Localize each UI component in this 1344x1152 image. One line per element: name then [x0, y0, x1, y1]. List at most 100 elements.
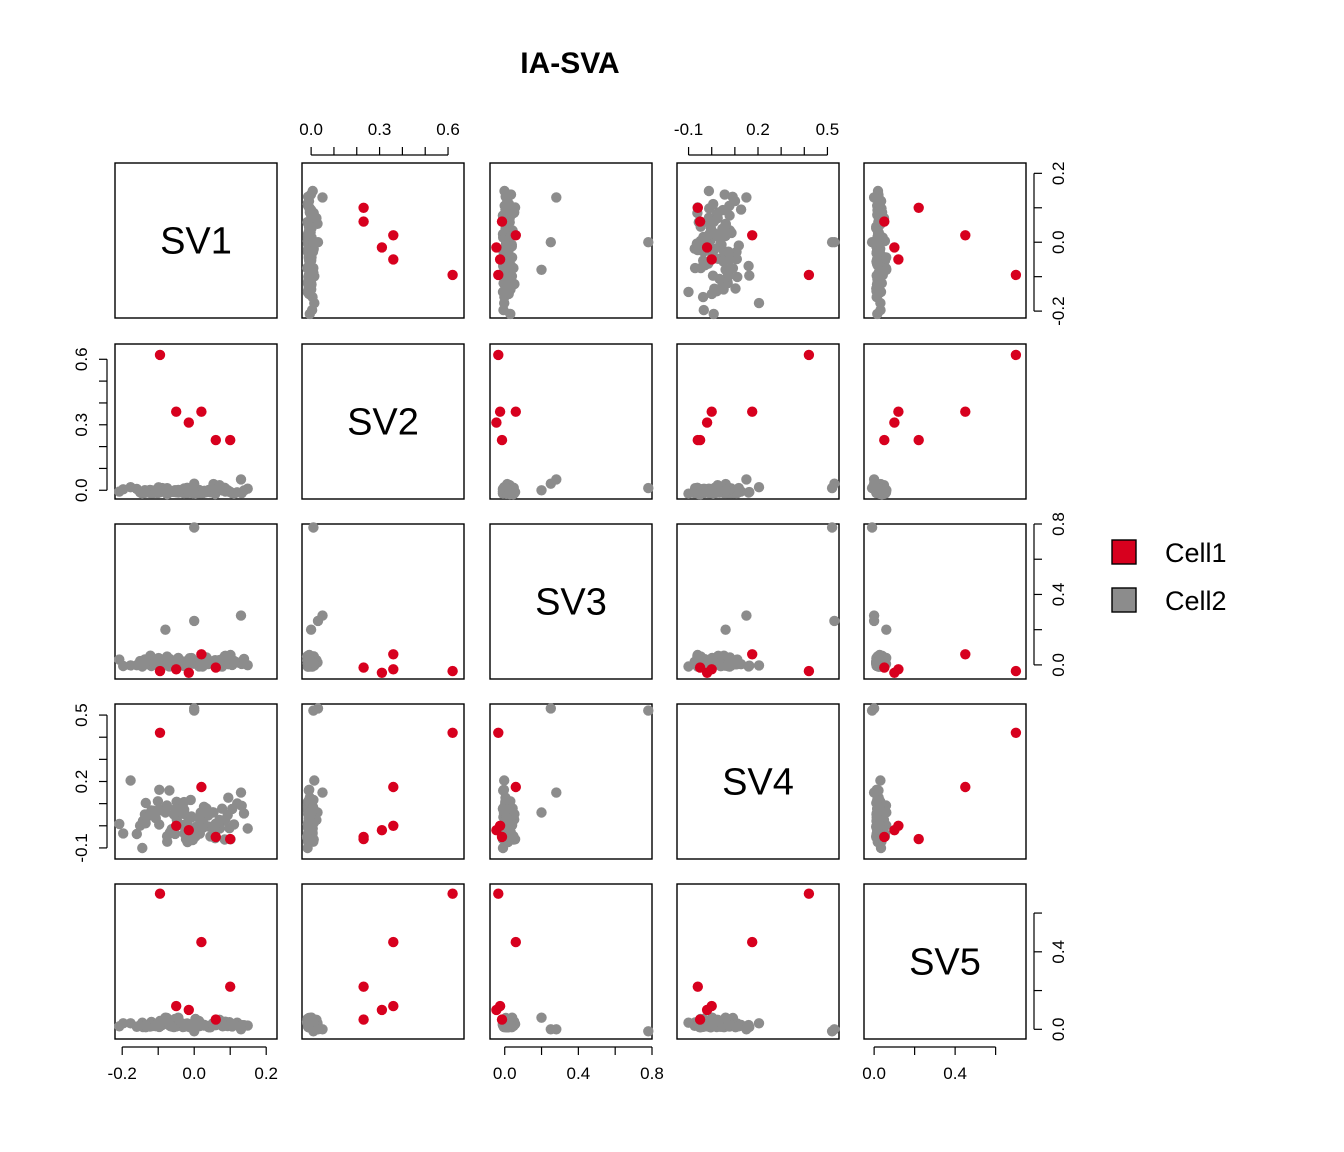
point-Cell2-SV1-SV5-58 — [871, 291, 882, 303]
axis-bottom-SV1: -0.2 0.0 0.2 — [108, 1046, 278, 1083]
point-Cell1-SV1-SV2-4 — [376, 242, 388, 253]
legend-swatch-Cell2 — [1111, 587, 1137, 613]
point-Cell2-SV5-SV4-91 — [741, 1024, 752, 1035]
tick-label: 0.4 — [1049, 583, 1068, 607]
point-Cell2-SV1-SV5-92 — [868, 237, 880, 248]
tick-label: 0.0 — [299, 120, 323, 139]
point-Cell2-SV5-SV1-36 — [118, 1018, 129, 1029]
point-Cell2-SV2-SV1-30 — [242, 483, 253, 494]
axis-left-SV4: -0.1 0.2 0.5 — [72, 703, 108, 863]
point-Cell2-SV3-SV1-92 — [189, 615, 200, 627]
point-Cell2-SV3-SV4-90 — [826, 522, 838, 533]
point-Cell1-SV4-SV2-5 — [358, 831, 369, 843]
point-Cell2-SV1-SV4-11 — [724, 200, 735, 211]
point-Cell2-SV1-SV2-86 — [303, 273, 314, 285]
point-Cell1-SV1-SV3-3 — [494, 254, 506, 265]
point-Cell1-SV4-SV1-5 — [210, 831, 221, 843]
point-Cell2-SV5-SV2-93 — [305, 1012, 317, 1023]
point-Cell1-SV1-SV5-4 — [889, 242, 900, 253]
point-Cell2-SV4-SV1-21 — [137, 842, 148, 854]
point-Cell1-SV5-SV3-0 — [493, 888, 504, 899]
axis-right-SV1: -0.2 0.0 0.2 — [1033, 162, 1068, 326]
point-Cell2-SV2-SV3-89 — [503, 488, 515, 499]
point-Cell2-SV1-SV2-89 — [302, 198, 313, 210]
series-Cell1 — [154, 202, 1022, 1025]
panel-SV4-SV2 — [301, 703, 465, 860]
point-Cell1-SV1-SV4-1 — [747, 230, 758, 241]
point-Cell2-SV4-SV2-53 — [309, 775, 320, 786]
point-Cell2-SV1-SV4-81 — [733, 240, 744, 251]
point-Cell2-SV1-SV3-90 — [643, 237, 654, 248]
tick-label: -0.1 — [674, 120, 703, 139]
point-Cell2-SV3-SV2-92 — [312, 615, 324, 627]
axis-right-SV3: 0.0 0.4 0.8 — [1033, 512, 1068, 677]
tick-label: 0.0 — [1049, 1017, 1068, 1041]
tick-label: -0.2 — [108, 1064, 137, 1083]
tick-label: 0.2 — [72, 770, 91, 794]
point-Cell1-SV1-SV2-2 — [358, 202, 369, 213]
point-Cell2-SV1-SV4-53 — [753, 297, 765, 309]
point-Cell2-SV1-SV3-91 — [551, 192, 562, 203]
diagonal-label-SV2: SV2 — [347, 402, 419, 444]
point-Cell1-SV5-SV4-4 — [701, 1004, 713, 1016]
point-Cell2-SV2-SV4-93 — [720, 485, 731, 496]
legend: Cell1 Cell2 — [1111, 538, 1227, 616]
point-Cell2-SV5-SV4-53 — [753, 1018, 765, 1029]
point-Cell2-SV2-SV3-90 — [643, 482, 654, 494]
panel-SV3-SV5 — [863, 523, 1027, 680]
point-Cell1-SV3-SV2-0 — [447, 665, 458, 677]
point-Cell2-SV4-SV1-91 — [235, 787, 247, 798]
point-Cell1-SV3-SV5-4 — [889, 667, 900, 678]
panel-SV1-SV1 — [114, 162, 278, 319]
point-Cell2-SV4-SV1-93 — [160, 807, 171, 818]
point-Cell2-SV4-SV2-92 — [312, 703, 324, 714]
point-Cell1-SV2-SV3-4 — [491, 417, 502, 428]
point-Cell2-SV4-SV1-58 — [131, 828, 142, 840]
point-Cell2-SV5-SV1-85 — [140, 1020, 151, 1031]
point-Cell2-SV1-SV3-89 — [503, 198, 515, 210]
panel-SV3-SV3 — [489, 523, 653, 680]
point-Cell2-SV4-SV1-84 — [194, 814, 206, 826]
point-Cell1-SV2-SV5-0 — [1010, 349, 1022, 361]
point-Cell2-SV1-SV5-87 — [873, 246, 884, 257]
point-Cell2-SV1-SV4-86 — [714, 273, 725, 285]
point-Cell2-SV2-SV4-53 — [753, 482, 765, 493]
point-Cell1-SV2-SV3-3 — [494, 406, 506, 417]
point-Cell2-SV4-SV2-76 — [302, 833, 313, 844]
point-Cell1-SV4-SV1-0 — [154, 727, 166, 738]
point-Cell2-SV5-SV3-92 — [545, 1024, 556, 1035]
point-Cell1-SV5-SV3-1 — [510, 936, 521, 948]
point-Cell1-SV2-SV1-0 — [154, 349, 166, 361]
point-Cell1-SV1-SV5-0 — [1010, 269, 1022, 281]
point-Cell1-SV3-SV1-5 — [210, 662, 221, 673]
point-Cell1-SV2-SV4-1 — [747, 406, 758, 417]
axis-left-SV2: 0.0 0.3 0.6 — [72, 347, 108, 502]
point-Cell1-SV5-SV1-5 — [210, 1014, 221, 1025]
point-Cell2-SV2-SV1-92 — [189, 478, 200, 489]
point-Cell2-SV5-SV1-93 — [160, 1012, 171, 1023]
point-Cell2-SV5-SV1-78 — [173, 1012, 184, 1023]
point-Cell2-SV5-SV4-92 — [829, 1024, 840, 1035]
point-Cell2-SV4-SV2-91 — [317, 787, 328, 798]
point-Cell1-SV1-SV4-2 — [692, 202, 703, 213]
point-Cell2-SV3-SV1-90 — [189, 522, 200, 533]
panel-SV4-SV4 — [676, 703, 840, 860]
point-Cell2-SV1-SV3-87 — [500, 246, 512, 257]
point-Cell2-SV4-SV3-81 — [501, 794, 512, 806]
point-Cell2-SV3-SV1-89 — [228, 655, 240, 667]
point-Cell2-SV1-SV4-22 — [735, 204, 747, 215]
point-Cell2-SV4-SV3-76 — [504, 833, 515, 844]
point-Cell1-SV5-SV2-1 — [388, 936, 399, 948]
point-Cell2-SV2-SV1-87 — [179, 483, 190, 494]
point-Cell2-SV2-SV4-76 — [693, 488, 704, 500]
point-Cell1-SV4-SV2-3 — [388, 820, 399, 831]
point-Cell2-SV2-SV4-75 — [744, 486, 755, 498]
point-Cell1-SV1-SV2-5 — [358, 216, 369, 227]
point-Cell2-SV1-SV5-86 — [872, 273, 883, 285]
point-Cell1-SV5-SV4-2 — [692, 981, 703, 992]
point-Cell2-SV2-SV5-93 — [881, 485, 892, 496]
point-Cell2-SV4-SV1-82 — [216, 803, 228, 814]
point-Cell1-SV1-SV4-3 — [706, 254, 717, 265]
point-Cell1-SV2-SV1-4 — [183, 417, 194, 428]
point-Cell1-SV1-SV4-5 — [694, 216, 706, 227]
